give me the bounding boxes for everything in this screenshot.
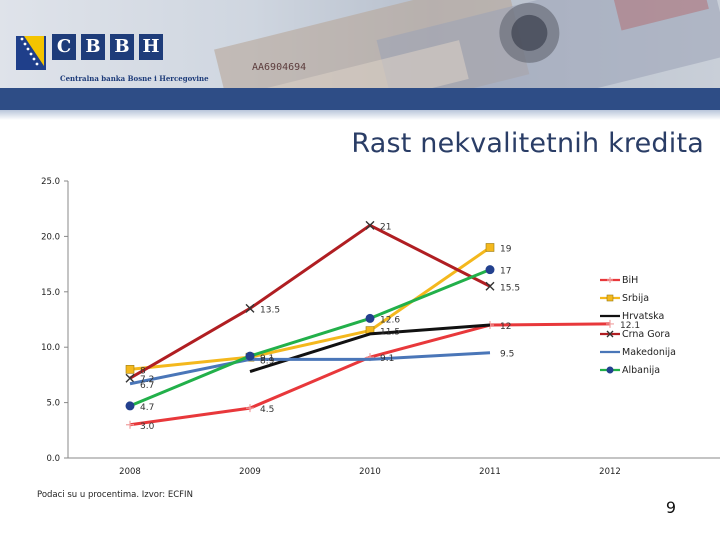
point-srbija — [125, 365, 135, 374]
legend-marker-srbija — [606, 294, 614, 302]
data-label-srbija: 8 — [140, 366, 146, 376]
data-label-bih: 9.1 — [380, 354, 394, 364]
legend-marker-crna-gora — [606, 330, 614, 338]
data-label-makedonija: 9.5 — [500, 350, 514, 360]
point-srbija — [485, 243, 495, 252]
point-albanija — [245, 351, 255, 361]
legend-label-albanija: Albanija — [622, 365, 660, 376]
data-label-crna-gora: 15.5 — [500, 283, 520, 293]
x-tick-label: 2008 — [119, 467, 141, 477]
chart-data-labels: 3.0 4.5 9.1 12 12.1 8 9.1 11.5 19 7.2 13.5 21 15.5 6.… — [140, 222, 640, 431]
legend-label-makedonija: Makedonija — [622, 347, 676, 358]
series-line-srbija — [129, 246, 491, 371]
banknote-graphic: AA6904694 — [214, 0, 720, 88]
x-tick-label: 2011 — [479, 467, 501, 477]
data-label-albanija: 4.7 — [140, 403, 154, 413]
x-tick-label: 2010 — [359, 467, 381, 477]
point-albanija — [365, 313, 375, 323]
logo-letter: B — [81, 34, 105, 60]
logo-letter: C — [52, 34, 76, 60]
y-tick-label: 20.0 — [41, 232, 60, 242]
data-label-crna-gora: 13.5 — [260, 305, 280, 315]
data-label-albanija: 12.6 — [380, 315, 400, 325]
y-tick-label: 15.0 — [41, 288, 60, 298]
series-line-bih — [129, 322, 611, 427]
data-label-srbija: 9.1 — [260, 354, 274, 364]
data-label-srbija: 19 — [500, 244, 512, 254]
x-tick-label: 2012 — [599, 467, 621, 477]
point-albanija — [485, 265, 495, 275]
legend-label-hrvatska: Hrvatska — [622, 311, 664, 322]
header-band — [0, 88, 720, 110]
logo-letter: B — [110, 34, 134, 60]
point-crna-gora — [485, 281, 495, 291]
legend-label-bih: BiH — [622, 275, 638, 286]
note-serial: AA6904694 — [252, 62, 306, 73]
data-label-bih: 3.0 — [140, 422, 155, 432]
point-bih — [246, 404, 254, 413]
point-crna-gora — [245, 303, 255, 313]
y-tick-label: 0.0 — [46, 454, 60, 464]
data-label-crna-gora: 7.2 — [140, 375, 154, 385]
chart-axes: 0.0 5.0 10.0 15.0 20.0 25.0 2008 2009 2010 2011 20… — [41, 177, 720, 477]
point-albanija — [125, 401, 135, 411]
point-bih — [126, 420, 134, 429]
point-crna-gora — [365, 220, 375, 230]
y-tick-label: 10.0 — [41, 343, 60, 353]
cbbh-logo: C B B H Centralna banka Bosne i Hercegov… — [6, 12, 209, 83]
data-label-makedonija: 8.9 — [260, 356, 275, 366]
slide-title: Rast nekvalitetnih kredita — [351, 128, 704, 159]
series-line-crna-gora — [129, 223, 491, 380]
logo-letter: H — [139, 34, 163, 60]
logo-letters: C B B H — [52, 34, 163, 60]
data-label-bih: 4.5 — [260, 405, 274, 415]
bank-name: Centralna banka Bosne i Hercegovine — [60, 74, 209, 83]
page-number: 9 — [665, 498, 676, 517]
chart-legend: BiH Srbija Hrvatska Crna Gora Makedonija Alba… — [600, 275, 676, 376]
series-line-makedonija — [129, 351, 491, 386]
data-label-srbija: 11.5 — [380, 328, 400, 338]
legend-label-srbija: Srbija — [622, 293, 649, 304]
y-tick-label: 5.0 — [46, 399, 60, 409]
bih-flag-icon — [16, 36, 46, 70]
x-tick-label: 2009 — [239, 467, 261, 477]
legend-marker-albanija — [606, 366, 614, 374]
data-label-albanija: 17 — [500, 267, 511, 277]
chart-series — [125, 220, 614, 429]
data-label-bih: 12 — [500, 322, 511, 332]
header-band-fade — [0, 110, 720, 120]
data-label-makedonija: 6.7 — [140, 381, 154, 391]
header-banner: AA6904694 C B B H Centralna banka Bosne … — [0, 0, 720, 88]
y-tick-label: 25.0 — [41, 177, 60, 187]
data-label-bih: 12.1 — [620, 321, 640, 331]
legend-marker-bih — [607, 277, 613, 283]
source-note: Podaci su u procentima. Izvor: ECFIN — [37, 490, 193, 500]
point-crna-gora — [125, 373, 135, 383]
legend-label-crna-gora: Crna Gora — [622, 329, 670, 340]
data-label-crna-gora: 21 — [380, 222, 391, 232]
point-bih — [606, 319, 614, 328]
series-line-albanija — [129, 268, 491, 408]
